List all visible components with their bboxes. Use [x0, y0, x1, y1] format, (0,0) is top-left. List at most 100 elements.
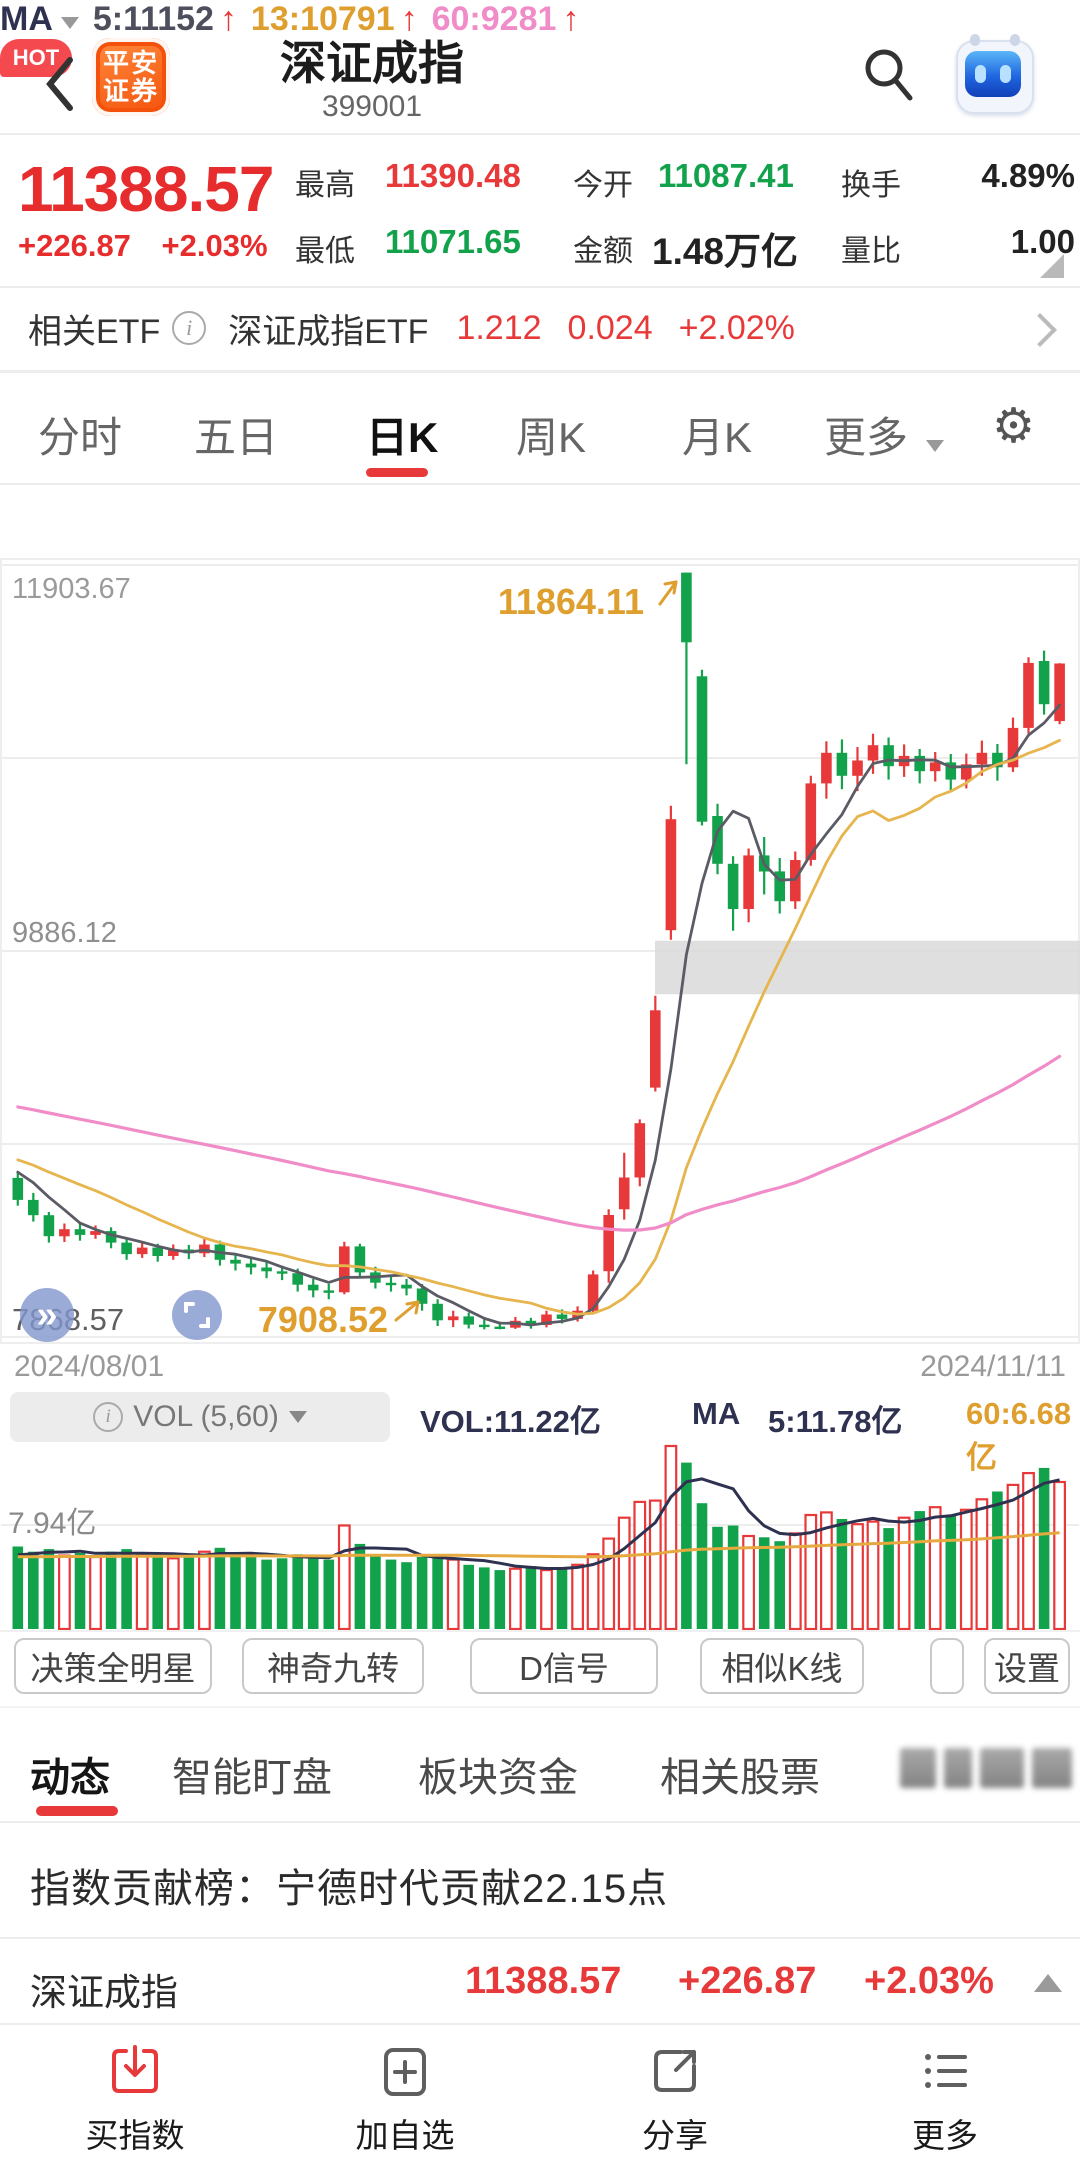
volume-indicator-chip[interactable]: i VOL (5,60) — [10, 1392, 390, 1442]
change-percent: +2.03% — [161, 228, 268, 263]
tool-button-settings[interactable]: 设置 — [984, 1638, 1070, 1694]
tool-button-d-signal[interactable]: D信号 — [470, 1638, 658, 1694]
chevron-down-icon — [925, 440, 944, 452]
tool-button-nine-turns[interactable]: 神奇九转 — [242, 1638, 424, 1694]
etf-change: 0.024 — [567, 308, 653, 347]
indicator-switch-icon[interactable]: » — [20, 1288, 74, 1342]
stat-label: 量比 — [841, 235, 901, 268]
tab-sector-funds[interactable]: 板块资金 — [418, 1756, 578, 1800]
tab-weekk[interactable]: 周K — [516, 414, 587, 461]
stat-label: 最高 — [295, 169, 355, 202]
ma13-value: 13:10791 — [250, 0, 395, 38]
etf-name: 深证成指ETF — [228, 312, 429, 351]
stat-label: 金额 — [573, 235, 633, 268]
expand-summary-corner[interactable] — [1040, 254, 1064, 278]
current-price: 11388.57 — [18, 153, 274, 225]
svg-text:9886.12: 9886.12 — [12, 917, 117, 949]
divider — [0, 1821, 1080, 1823]
etf-price: 1.212 — [456, 308, 542, 347]
chevron-down-icon — [288, 1411, 307, 1423]
divider — [0, 286, 1080, 288]
tab-blurred[interactable] — [900, 1748, 1072, 1793]
up-arrow-icon: ↑ — [219, 0, 237, 38]
stock-code: 399001 — [321, 90, 423, 123]
ma-indicator-row[interactable]: MA 5:11152 ↑ 13:10791 ↑ 60:9281 ↑ — [0, 0, 1080, 39]
index-change: +226.87 — [678, 1960, 817, 2002]
stat-value-amount: 1.48万亿 — [652, 231, 799, 272]
nav-label: 加自选 — [355, 2117, 455, 2154]
volume-indicator-label: VOL (5,60) — [133, 1400, 279, 1433]
related-etf-row[interactable]: 相关ETF i 深证成指ETF 1.212 0.024 +2.02% — [28, 300, 795, 356]
robot-eye — [975, 65, 986, 83]
etf-label: 相关ETF — [28, 312, 161, 351]
etf-percent: +2.02% — [678, 308, 795, 347]
ma-label: MA — [0, 0, 53, 38]
stat-value-turnover: 4.89% — [981, 157, 1075, 194]
stat-value-low: 11071.65 — [385, 223, 521, 260]
info-icon[interactable]: i — [172, 311, 207, 345]
tab-related-stocks[interactable]: 相关股票 — [660, 1756, 820, 1800]
tab-dynamic[interactable]: 动态 — [30, 1756, 110, 1800]
chevron-right-icon[interactable] — [1023, 313, 1057, 347]
chart-date-start: 2024/08/01 — [14, 1350, 165, 1383]
ma5-value: 5:11152 — [92, 0, 214, 38]
stat-label: 换手 — [841, 169, 901, 202]
index-price: 11388.57 — [465, 1960, 622, 2002]
svg-text:11864.11: 11864.11 — [498, 581, 644, 622]
robot-horn — [1010, 34, 1020, 46]
chart-settings-gear-icon[interactable]: ⚙ — [992, 400, 1036, 453]
logo-line1: 平安 — [102, 48, 159, 78]
ai-assistant-icon[interactable] — [956, 34, 1034, 114]
tab-more[interactable]: 更多 — [824, 404, 944, 465]
divider — [0, 1706, 1080, 1708]
volume-chart[interactable]: 7.94亿 — [0, 1443, 1080, 1635]
up-arrow-icon: ↑ — [562, 0, 580, 38]
broker-logo[interactable]: 平安 证券 — [92, 38, 170, 116]
divider — [0, 483, 1080, 485]
collapse-up-icon[interactable] — [1034, 1974, 1062, 1992]
bottom-navigation: 买指数 加自选 分享 更多 — [0, 2023, 1080, 2174]
stat-value-high: 11390.48 — [385, 157, 521, 194]
tab-fiveday[interactable]: 五日 — [194, 414, 279, 461]
info-icon: i — [93, 1402, 124, 1432]
search-icon[interactable] — [860, 44, 918, 111]
tab-smart-watch[interactable]: 智能盯盘 — [172, 1756, 332, 1800]
stat-value-open: 11087.41 — [658, 157, 794, 194]
nav-add-watchlist[interactable]: 加自选 — [270, 2025, 540, 2174]
tab-monthk[interactable]: 月K — [682, 414, 753, 461]
tab-more-label: 更多 — [824, 414, 909, 461]
nav-share[interactable]: 分享 — [540, 2025, 810, 2174]
tool-button-similar-k[interactable]: 相似K线 — [700, 1638, 864, 1694]
tab-dayk[interactable]: 日K — [366, 414, 439, 461]
svg-text:11903.67: 11903.67 — [12, 573, 131, 605]
volume-ma-label: MA — [692, 1396, 741, 1431]
nav-more[interactable]: 更多 — [810, 2025, 1080, 2174]
nav-buy-index[interactable]: 买指数 — [0, 2025, 270, 2174]
tool-button-allstar[interactable]: 决策全明星 — [14, 1638, 212, 1694]
change-value: +226.87 — [18, 228, 131, 263]
divider — [0, 370, 1080, 373]
stat-label: 最低 — [295, 235, 355, 268]
index-name[interactable]: 深证成指 — [30, 1972, 178, 2013]
robot-screen — [965, 51, 1021, 97]
nav-label: 分享 — [642, 2117, 708, 2154]
active-tab-underline — [36, 1806, 118, 1816]
tool-button-partial[interactable] — [930, 1638, 964, 1694]
svg-text:7908.52: 7908.52 — [258, 1299, 388, 1340]
index-percent: +2.03% — [864, 1960, 994, 2002]
buy-index-icon — [112, 2045, 158, 2093]
active-tab-underline — [366, 468, 428, 477]
back-icon[interactable] — [40, 56, 84, 112]
volume-ma5: 5:11.78亿 — [768, 1404, 903, 1439]
volume-ma60: 60:6.68亿 — [966, 1396, 1072, 1475]
fullscreen-icon[interactable] — [172, 1290, 222, 1340]
stat-value-volratio: 1.00 — [1010, 223, 1075, 260]
tab-minute[interactable]: 分时 — [38, 414, 123, 461]
more-list-icon — [925, 2054, 967, 2088]
stat-label: 今开 — [573, 169, 633, 202]
news-headline[interactable]: 指数贡献榜：宁德时代贡献22.15点 — [30, 1867, 669, 1911]
chart-date-end: 2024/11/11 — [920, 1350, 1066, 1383]
page-title: 深证成指 — [280, 37, 464, 89]
svg-text:7.94亿: 7.94亿 — [8, 1507, 96, 1540]
